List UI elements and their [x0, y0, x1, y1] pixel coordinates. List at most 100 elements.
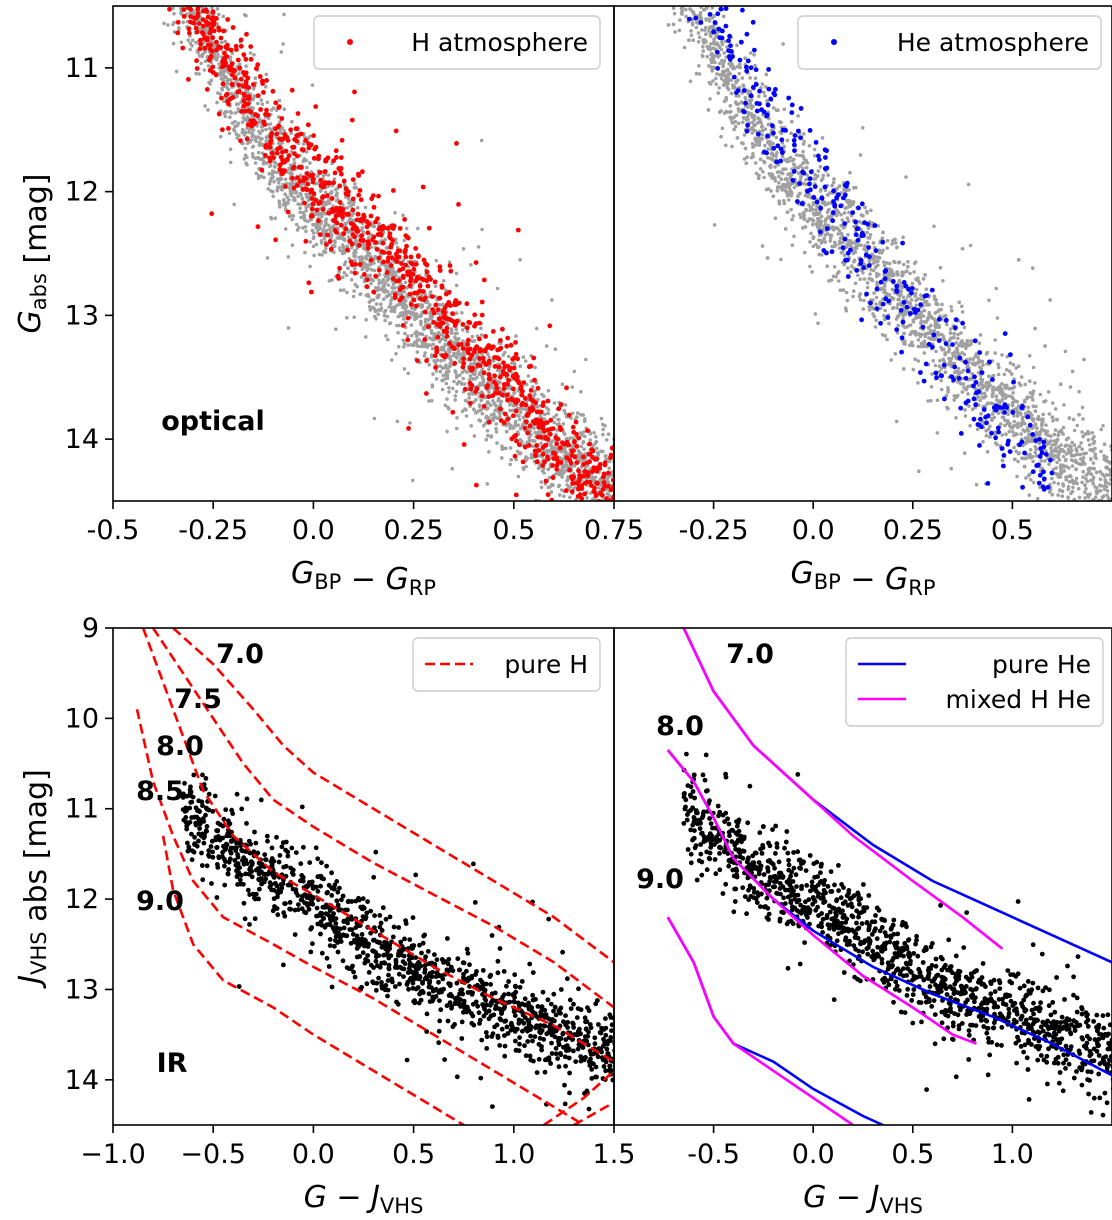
data-point: [371, 204, 377, 210]
data-point: [261, 159, 266, 164]
data-point: [562, 463, 567, 468]
data-point: [204, 87, 210, 92]
data-point: [952, 331, 956, 336]
data-point: [487, 376, 493, 382]
data-point: [441, 373, 446, 378]
data-point: [298, 206, 302, 211]
data-point: [323, 200, 328, 205]
data-point: [527, 423, 533, 429]
data-point: [564, 469, 568, 473]
data-point: [481, 379, 486, 384]
data-point: [200, 31, 206, 37]
data-point: [325, 232, 330, 238]
data-point: [458, 373, 462, 378]
data-point: [941, 279, 945, 283]
data-point: [570, 411, 575, 416]
data-point: [477, 336, 482, 342]
data-point: [618, 469, 622, 473]
data-point: [415, 350, 420, 354]
data-point: [401, 338, 406, 343]
data-point: [514, 334, 518, 338]
data-point: [393, 257, 399, 263]
data-point: [1031, 459, 1035, 464]
data-point: [528, 388, 534, 393]
data-point: [562, 431, 566, 435]
data-point: [197, 72, 201, 76]
data-point: [434, 377, 439, 381]
data-point: [617, 444, 621, 448]
data-point: [616, 484, 620, 488]
data-point: [292, 157, 296, 162]
data-point: [347, 201, 351, 205]
data-point: [309, 217, 314, 222]
data-point: [341, 231, 347, 237]
data-point: [288, 127, 294, 133]
data-point: [610, 477, 615, 483]
data-point: [454, 271, 459, 276]
data-point: [228, 47, 234, 53]
data-point: [545, 398, 551, 404]
data-point: [187, 0, 191, 1]
data-point: [1081, 417, 1085, 421]
data-point: [576, 468, 581, 474]
data-point: [691, 2, 695, 6]
data-point: [846, 266, 850, 270]
data-point: [616, 473, 620, 477]
data-point: [238, 138, 243, 144]
data-point: [513, 362, 517, 367]
data-point: [186, 77, 191, 82]
data-point: [314, 207, 320, 213]
data-point: [251, 145, 255, 149]
data-point: [513, 351, 519, 357]
data-point: [576, 449, 581, 453]
data-point: [1077, 389, 1081, 394]
data-point: [742, 133, 747, 137]
data-point: [475, 352, 480, 356]
data-point: [534, 409, 540, 415]
data-point: [430, 294, 435, 299]
data-point: [207, 68, 213, 73]
data-point: [312, 253, 316, 258]
data-point: [615, 475, 619, 479]
data-point: [569, 489, 575, 494]
data-point: [260, 128, 265, 133]
data-point: [1047, 462, 1051, 467]
data-point: [270, 172, 275, 176]
data-point: [361, 272, 367, 277]
data-point: [550, 439, 555, 443]
data-point: [461, 356, 467, 362]
data-point: [337, 265, 342, 271]
data-point: [597, 503, 602, 508]
data-point: [368, 261, 373, 266]
data-point: [403, 298, 408, 303]
data-point: [313, 197, 318, 203]
data-point: [366, 241, 372, 247]
data-point: [949, 466, 953, 471]
data-point: [574, 480, 579, 486]
data-point: [200, 17, 206, 23]
data-point: [483, 334, 488, 339]
data-point: [443, 342, 447, 347]
data-point: [579, 514, 583, 518]
data-point: [447, 340, 452, 346]
data-point: [617, 487, 621, 491]
data-point: [308, 240, 313, 244]
data-point: [453, 331, 458, 336]
data-point: [240, 130, 245, 135]
data-point: [301, 226, 305, 230]
data-point: [321, 173, 326, 178]
data-point: [253, 76, 258, 80]
data-point: [336, 276, 342, 281]
data-point: [555, 458, 561, 464]
data-point: [447, 316, 452, 322]
data-point: [393, 128, 399, 134]
data-point: [241, 52, 247, 57]
data-point: [368, 213, 374, 219]
data-point: [210, 9, 216, 15]
data-point: [285, 195, 290, 199]
data-point: [559, 488, 564, 492]
data-point: [433, 284, 438, 289]
data-point: [449, 327, 454, 331]
data-point: [627, 464, 631, 468]
